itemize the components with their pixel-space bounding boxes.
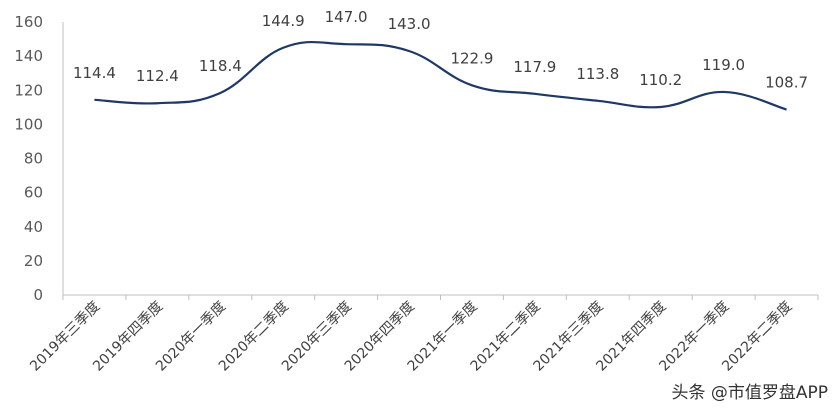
y-tick-label: 140 <box>14 47 43 65</box>
data-label: 113.8 <box>576 65 619 83</box>
data-label: 122.9 <box>450 49 493 67</box>
data-label: 112.4 <box>136 67 179 85</box>
y-tick-label: 80 <box>24 150 43 168</box>
data-label: 143.0 <box>388 15 431 33</box>
y-tick-label: 0 <box>33 286 43 304</box>
data-label: 118.4 <box>199 57 242 75</box>
data-label: 114.4 <box>73 64 116 82</box>
y-tick-label: 160 <box>14 13 43 31</box>
data-label: 147.0 <box>325 8 368 26</box>
y-axis: 0 20 40 60 80 100 120 140 160 <box>14 13 64 304</box>
y-tick-label: 100 <box>14 115 43 133</box>
watermark-text: 头条 @市值罗盘APP <box>671 383 828 403</box>
y-tick-label: 20 <box>24 252 43 270</box>
data-label: 119.0 <box>702 56 745 74</box>
y-tick-label: 40 <box>24 218 43 236</box>
series-line <box>94 40 787 111</box>
data-label: 117.9 <box>513 58 556 76</box>
y-tick-label: 60 <box>24 184 43 202</box>
y-tick-label: 120 <box>14 81 43 99</box>
data-label: 144.9 <box>262 12 305 30</box>
data-labels: 114.4 112.4 118.4 144.9 147.0 143.0 122.9 117.9… <box>73 8 808 91</box>
x-axis: 2019年三季度2019年四季度2020年一季度2020年二季度2020年三季度… <box>27 294 819 375</box>
data-label: 108.7 <box>765 74 808 92</box>
data-label: 110.2 <box>639 71 682 89</box>
